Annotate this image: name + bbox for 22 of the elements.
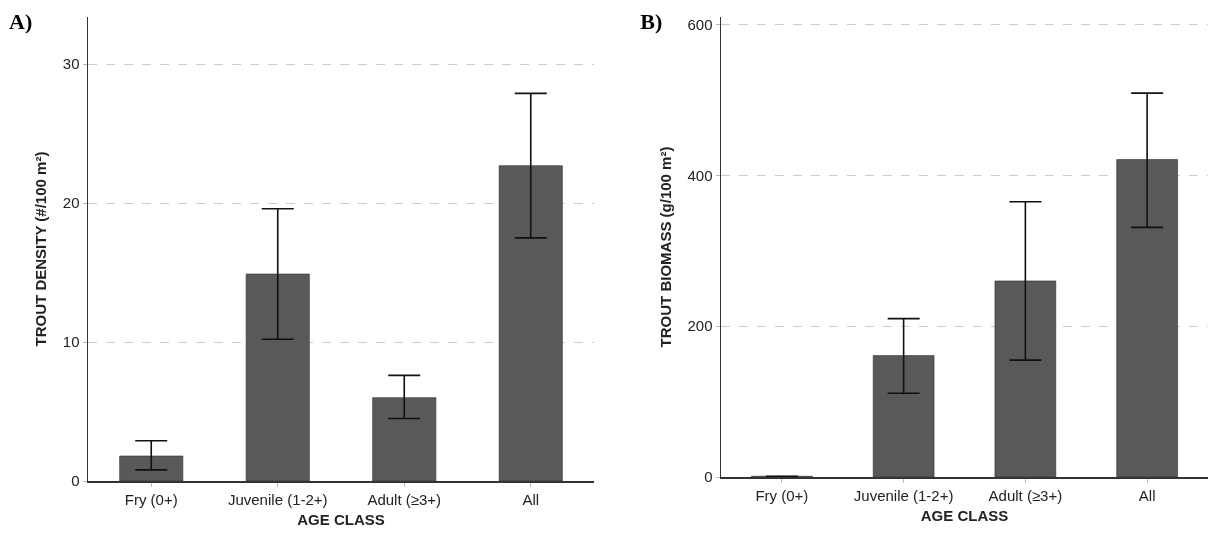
x-tick-label: Juvenile (1-2+) [853, 486, 954, 504]
x-tick-label: All [1138, 486, 1156, 504]
y-axis-title: TROUT BIOMASS (g/100 m²) [656, 146, 674, 348]
x-tick-label: All [522, 490, 540, 508]
y-tick-label: 200 [687, 317, 713, 335]
y-tick-label: 600 [687, 15, 713, 33]
y-tick-label: 0 [71, 472, 80, 490]
chart-title: B) [640, 9, 663, 34]
y-tick-label: 400 [687, 166, 713, 184]
x-axis-title: AGE CLASS [297, 511, 385, 529]
x-tick-label: Fry (0+) [755, 486, 809, 504]
x-tick-label: Adult (≥3+) [988, 486, 1063, 504]
y-axis-title: TROUT DENSITY (#/100 m²) [32, 151, 50, 347]
y-tick-label: 0 [704, 468, 713, 486]
x-tick-label: Juvenile (1-2+) [227, 490, 328, 508]
y-tick-label: 30 [62, 55, 80, 73]
y-tick-label: 20 [62, 194, 80, 212]
x-tick-label: Fry (0+) [124, 490, 178, 508]
chart-title: A) [9, 9, 33, 34]
x-axis-title: AGE CLASS [920, 507, 1009, 525]
x-tick-label: Adult (≥3+) [367, 490, 442, 508]
y-tick-label: 10 [62, 333, 80, 351]
